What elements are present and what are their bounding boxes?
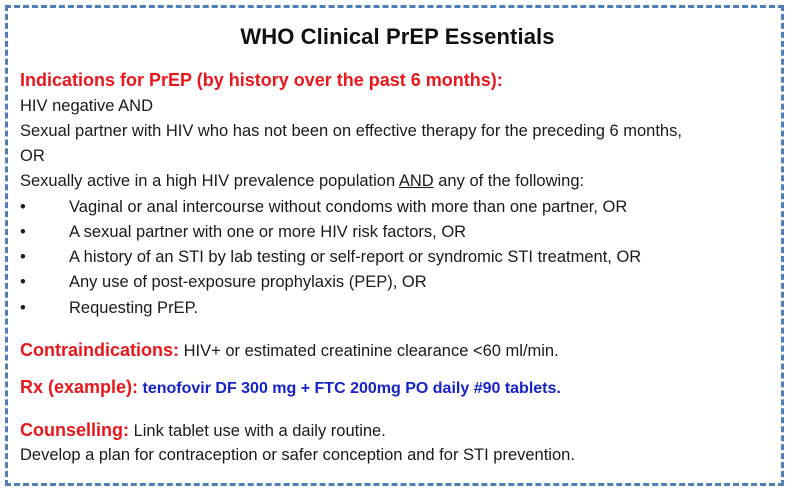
sexually-active-prefix: Sexually active in a high HIV prevalence… — [20, 172, 399, 190]
contraindications-row: Contraindications: HIV+ or estimated cre… — [20, 339, 559, 362]
prep-essentials-box — [5, 5, 784, 486]
bullet-icon: • — [20, 273, 26, 291]
bullet-icon: • — [20, 248, 26, 266]
counselling-text: Link tablet use with a daily routine. — [129, 422, 386, 440]
page-title: WHO Clinical PrEP Essentials — [240, 24, 555, 49]
list-item-text: Any use of post-exposure prophylaxis (PE… — [69, 273, 427, 291]
list-item-text: Vaginal or anal intercourse without cond… — [69, 198, 628, 216]
list-item-text: A sexual partner with one or more HIV ri… — [69, 223, 467, 241]
rx-text: tenofovir DF 300 mg + FTC 200mg PO daily… — [138, 380, 561, 397]
contraindications-label: Contraindications: — [20, 340, 180, 360]
counselling-line-2: Develop a plan for contraception or safe… — [20, 446, 575, 464]
bullet-icon: • — [20, 198, 26, 216]
indication-hiv-negative: HIV negative AND — [20, 97, 153, 115]
sexually-active-and: AND — [398, 172, 434, 190]
counselling-row: Counselling: Link tablet use with a dail… — [20, 419, 386, 442]
counselling-label: Counselling: — [20, 420, 129, 440]
rx-row: Rx (example): tenofovir DF 300 mg + FTC … — [20, 376, 561, 400]
contraindications-text: HIV+ or estimated creatinine clearance <… — [179, 342, 559, 360]
indication-or: OR — [20, 147, 45, 165]
bullet-icon: • — [20, 223, 26, 241]
list-item-text: A history of an STI by lab testing or se… — [69, 248, 642, 266]
bullet-icon: • — [20, 299, 26, 317]
list-item-text: Requesting PrEP. — [69, 299, 199, 317]
indications-heading: Indications for PrEP (by history over th… — [20, 70, 503, 90]
sexually-active-suffix: any of the following: — [433, 172, 585, 190]
indication-partner-with-hiv: Sexual partner with HIV who has not been… — [20, 122, 682, 140]
indication-sexually-active: Sexually active in a high HIV prevalence… — [20, 170, 584, 192]
rx-label: Rx (example): — [20, 377, 139, 397]
